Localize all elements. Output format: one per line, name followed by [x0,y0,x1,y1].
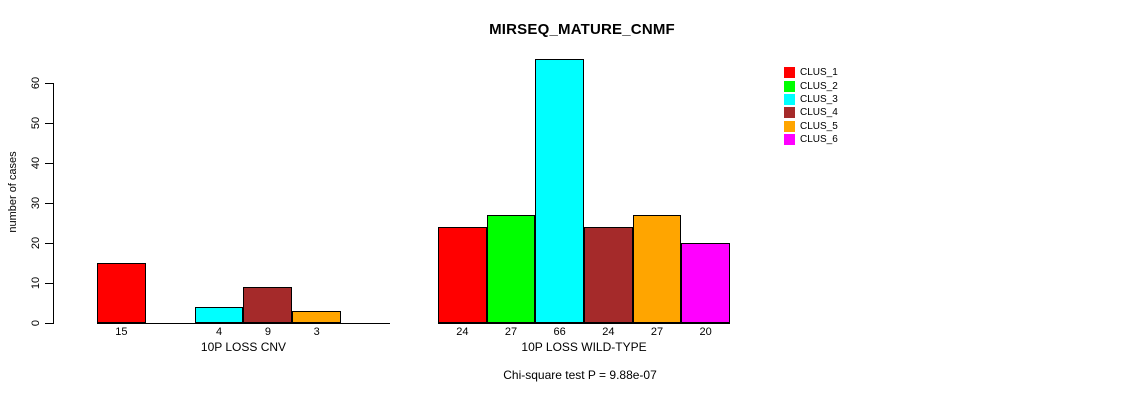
legend-item-clus_1: CLUS_1 [784,66,838,79]
bar-value-label: 24 [602,326,615,338]
bar-clus_1 [438,227,487,323]
y-tick-label: 50 [30,116,42,130]
bar-value-label: 20 [699,326,712,338]
bar-value-label: 15 [115,326,128,338]
bar-value-label: 4 [216,326,223,338]
bar-clus_3 [195,307,243,323]
bar-clus_3 [535,59,584,323]
legend-item-clus_4: CLUS_4 [784,106,838,119]
legend-swatch-clus_2 [784,80,795,92]
y-axis-title: number of cases [7,151,19,233]
legend: CLUS_1 CLUS_2 CLUS_3 CLUS_4 CLUS_5 CLUS_6 [784,66,838,146]
legend-swatch-clus_6 [784,134,795,146]
y-axis-line [53,83,54,324]
y-tick-mark [45,83,53,84]
bar-value-label: 27 [650,326,664,338]
group-label: 10P LOSS CNV [200,340,287,354]
bar-value-label: 66 [553,326,566,338]
y-tick-label: 30 [30,196,42,210]
bar-value-label: 24 [456,326,469,338]
bar-clus_2 [487,215,535,323]
legend-item-clus_3: CLUS_3 [784,93,838,106]
y-tick-label: 60 [30,76,42,90]
y-tick-mark [45,163,53,164]
legend-swatch-clus_5 [784,120,795,132]
legend-label: CLUS_2 [800,80,838,92]
chi-square-annotation: Chi-square test P = 9.88e-07 [503,368,657,382]
legend-label: CLUS_1 [800,67,838,79]
group-label: 10P LOSS WILD-TYPE [521,340,647,354]
y-tick-mark [45,323,53,324]
bar-clus_6 [681,243,730,323]
bar-value-label: 3 [313,326,320,338]
y-tick-label: 40 [30,156,42,170]
legend-item-clus_5: CLUS_5 [784,120,838,133]
bar-clus_4 [243,287,292,323]
legend-label: CLUS_5 [800,120,838,132]
y-tick-mark [45,123,53,124]
chart-title: MIRSEQ_MATURE_CNMF [489,21,675,38]
bar-clus_1 [97,263,146,323]
group-baseline [97,323,390,324]
legend-swatch-clus_4 [784,107,795,119]
bar-value-label: 9 [264,326,271,338]
y-tick-mark [45,203,53,204]
bar-clus_5 [633,215,681,323]
legend-swatch-clus_1 [784,67,795,79]
bar-clus_5 [292,311,341,323]
y-tick-label: 0 [30,319,42,327]
legend-item-clus_2: CLUS_2 [784,79,838,92]
bar-value-label: 27 [504,326,518,338]
bar-clus_4 [584,227,633,323]
legend-swatch-clus_3 [784,93,795,105]
y-tick-mark [45,243,53,244]
y-tick-mark [45,283,53,284]
y-tick-label: 20 [30,236,42,250]
legend-item-clus_6: CLUS_6 [784,133,838,146]
y-tick-label: 10 [30,276,42,290]
legend-label: CLUS_4 [800,107,838,119]
legend-label: CLUS_3 [800,93,838,105]
group-baseline [438,323,730,324]
legend-label: CLUS_6 [800,134,838,146]
